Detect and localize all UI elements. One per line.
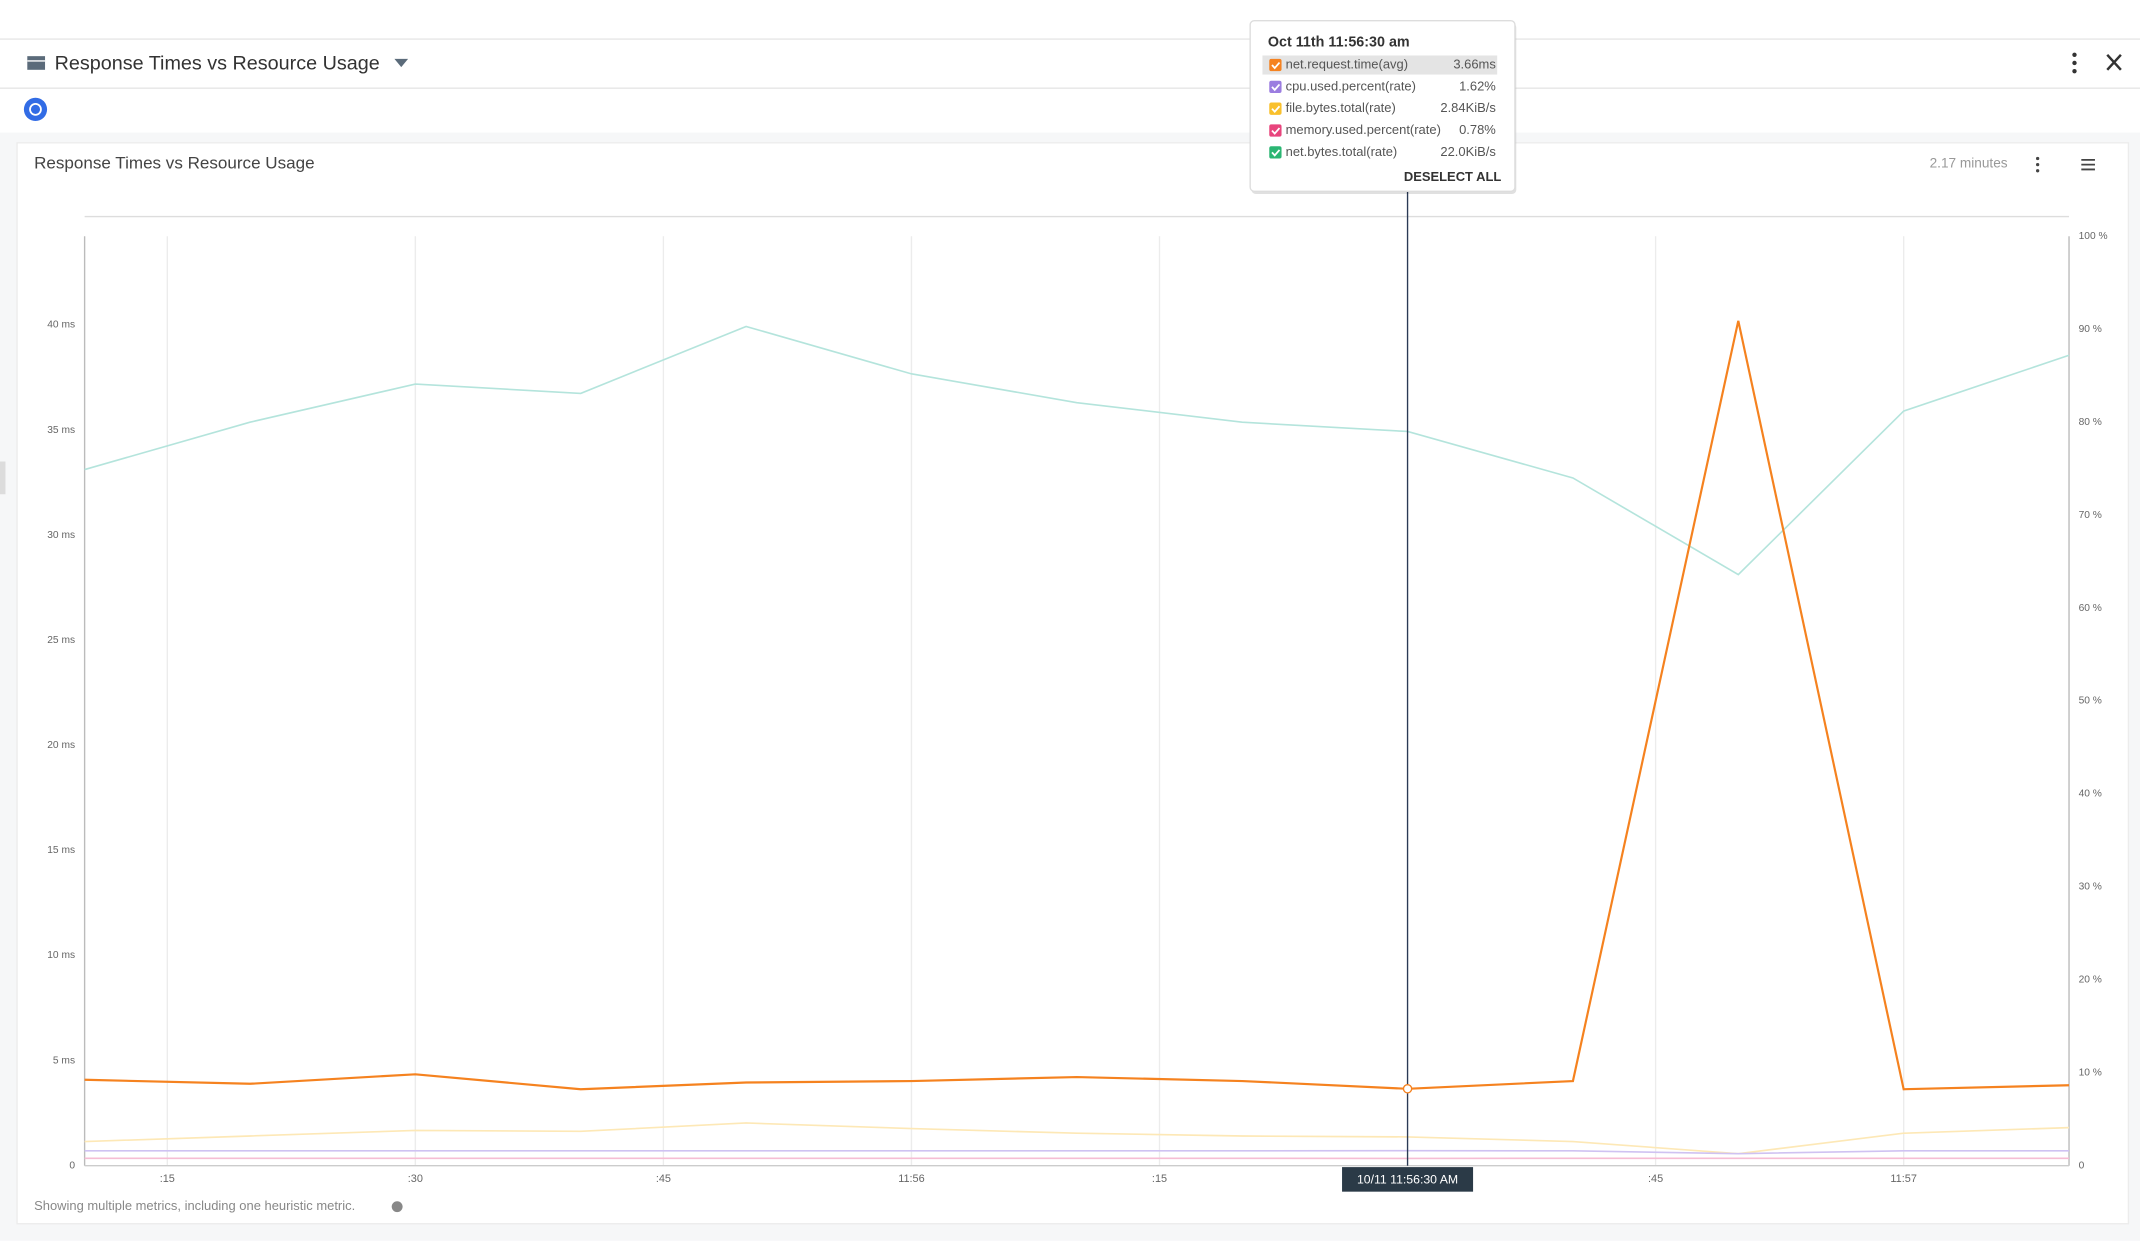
y2-tick-label: 90 % <box>2079 324 2102 335</box>
tooltip-title: Oct 11th 11:56:30 am <box>1268 34 1410 50</box>
y-tick-label: 25 ms <box>47 635 75 646</box>
tooltip-checkbox <box>1269 146 1282 159</box>
series-line <box>84 1149 2070 1155</box>
y2-tick-label: 40 % <box>2079 789 2102 800</box>
x-tick-label: :45 <box>1648 1173 1663 1185</box>
kubernetes-icon-wheel <box>29 103 42 116</box>
series-line <box>84 325 2070 576</box>
tooltip-check <box>1271 83 1281 92</box>
y2-tick-label: 70 % <box>2079 510 2102 521</box>
x-tick-label: 11:57 <box>1890 1173 1916 1185</box>
y-tick-label: 0 <box>69 1160 75 1171</box>
chart-card <box>16 142 2130 1225</box>
tooltip-name: memory.used.percent(rate) <box>1286 122 1441 137</box>
x-tick-label: 11:56 <box>898 1173 924 1185</box>
tooltip-name: cpu.used.percent(rate) <box>1286 78 1416 93</box>
tooltip-check <box>1271 127 1281 135</box>
cursor-label-bg <box>1342 1167 1474 1192</box>
y2-tick-label: 80 % <box>2079 417 2102 428</box>
dashboard-icon <box>27 56 46 70</box>
tooltip-check <box>1271 105 1281 114</box>
duration: 2.17 minutes <box>1930 156 2008 171</box>
tooltip-value: 22.0KiB/s <box>1440 144 1496 159</box>
tooltip-value: 0.78% <box>1459 122 1496 137</box>
tooltip-checkbox <box>1269 58 1282 72</box>
tooltip-checkbox <box>1269 102 1282 115</box>
x-tick-label: :45 <box>656 1173 671 1185</box>
y-tick-label: 15 ms <box>47 845 75 856</box>
y2-tick-label: 100 % <box>2079 231 2108 242</box>
y2-tick-label: 0 <box>2079 1160 2085 1171</box>
tooltip-highlight <box>1262 55 1498 75</box>
y2-tick-label: 50 % <box>2079 696 2102 707</box>
tooltip-value: 2.84KiB/s <box>1440 100 1496 115</box>
y-tick-label: 20 ms <box>47 740 75 751</box>
tooltip-check <box>1271 149 1281 157</box>
y-tick-label: 30 ms <box>47 530 75 541</box>
y-tick-label: 35 ms <box>47 425 75 436</box>
tooltip-checkbox <box>1269 124 1282 137</box>
heuristic-icon <box>391 1201 403 1213</box>
tooltip-name: net.bytes.total(rate) <box>1286 144 1398 159</box>
tooltip-name: net.request.time(avg) <box>1286 56 1408 71</box>
cursor-point <box>1402 1084 1413 1094</box>
tooltip-value: 3.66ms <box>1453 56 1496 71</box>
y-tick-label: 5 ms <box>53 1055 75 1066</box>
deselect-all[interactable]: DESELECT ALL <box>1404 169 1501 184</box>
plot: :15 :30 :45 11:56 :15 :45 11:57 0 5 ms 10 ms 15 ms… <box>47 191 2108 1192</box>
header-title: Response Times vs Resource Usage <box>55 53 380 75</box>
dropdown[interactable] <box>394 58 409 68</box>
chart-title: Response Times vs Resource Usage <box>34 153 314 172</box>
chart-menu[interactable] <box>2036 156 2040 173</box>
y2-tick-label: 10 % <box>2079 1067 2102 1078</box>
x-tick-label: :15 <box>1152 1173 1167 1185</box>
series-line <box>84 320 2070 1091</box>
x-tick-label: :30 <box>408 1173 423 1185</box>
tooltip-checkbox <box>1269 80 1282 94</box>
kubernetes-icon[interactable] <box>23 97 48 121</box>
x-tick-label: :15 <box>160 1173 175 1185</box>
legend-toggle[interactable] <box>2081 158 2095 171</box>
y-tick-label: 40 ms <box>47 320 75 331</box>
y2-tick-label: 60 % <box>2079 603 2102 614</box>
menu-button[interactable] <box>2072 52 2077 74</box>
y-tick-label: 10 ms <box>47 950 75 961</box>
tooltip-value: 1.62% <box>1459 78 1496 93</box>
tooltip-check <box>1271 61 1281 70</box>
cursor-label: 10/11 11:56:30 AM <box>1357 1172 1458 1186</box>
tooltip: Oct 11th 11:56:30 am DESELECT ALL net.re… <box>1249 19 1517 195</box>
close-button[interactable] <box>2106 53 2122 71</box>
y2-tick-label: 20 % <box>2079 975 2102 986</box>
tooltip-name: file.bytes.total(rate) <box>1286 100 1396 115</box>
footnote: Showing multiple metrics, including one … <box>34 1198 355 1213</box>
side-handle <box>0 461 6 495</box>
y2-tick-label: 30 % <box>2079 882 2102 893</box>
